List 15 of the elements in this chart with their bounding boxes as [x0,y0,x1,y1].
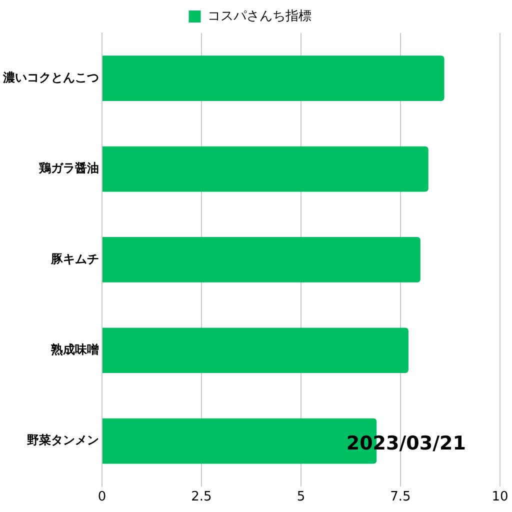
y-tick-label: 鶏ガラ醤油 [38,161,99,176]
x-tick-label: 7.5 [390,490,411,505]
y-tick-label: 野菜タンメン [27,433,99,448]
bar [102,237,420,282]
y-tick-label: 熟成味噌 [50,342,99,357]
x-tick-label: 5 [296,490,306,505]
y-tick-label: 濃いコクとんこつ [2,70,99,84]
x-tick-label: 10 [492,490,508,505]
x-tick-label: 2.5 [191,490,212,505]
bar [102,328,408,374]
x-tick-label: 0 [98,490,106,505]
y-tick-label: 豚キムチ [50,252,99,266]
bar [102,146,428,192]
bar [102,56,444,102]
legend-label: コスパさんち指標 [207,8,312,24]
